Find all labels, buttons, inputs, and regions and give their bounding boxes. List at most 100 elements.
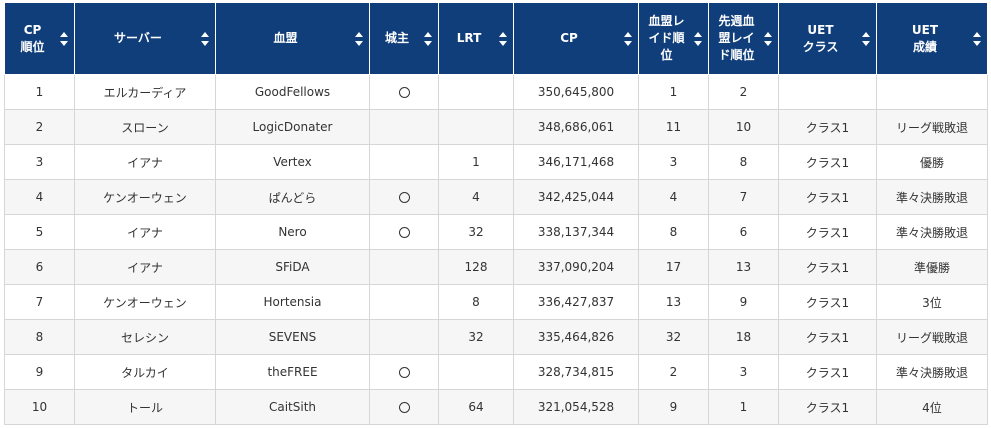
cell-castle-lord xyxy=(369,389,439,425)
cell-cp: 337,090,204 xyxy=(513,249,639,285)
cell-last-week-raid-rank: 13 xyxy=(708,249,779,285)
cell-uet-class: クラス1 xyxy=(778,249,877,285)
cell-server: セレシン xyxy=(74,319,216,355)
cell-last-week-raid-rank: 3 xyxy=(708,354,779,390)
cell-uet-class: クラス1 xyxy=(778,389,877,425)
cell-guild: theFREE xyxy=(215,354,370,390)
sort-arrows-icon[interactable] xyxy=(764,31,772,46)
cell-uet-result: リーグ戦敗退 xyxy=(876,109,988,145)
sort-arrows-icon[interactable] xyxy=(694,31,702,46)
cell-uet-class: クラス1 xyxy=(778,354,877,390)
cell-last-week-raid-rank: 10 xyxy=(708,109,779,145)
cell-last-week-raid-rank: 18 xyxy=(708,319,779,355)
cell-last-week-raid-rank: 9 xyxy=(708,284,779,320)
cell-uet-result: 準優勝 xyxy=(876,249,988,285)
sort-arrows-icon[interactable] xyxy=(499,31,507,46)
sort-arrows-icon[interactable] xyxy=(973,31,981,46)
castle-lord-circle-icon xyxy=(398,402,410,413)
cell-uet-class: クラス1 xyxy=(778,179,877,215)
cell-server: スローン xyxy=(74,109,216,145)
column-header-rank[interactable]: CP 順位 xyxy=(4,2,75,75)
column-header-server[interactable]: サーバー xyxy=(74,2,216,75)
cell-castle-lord xyxy=(369,354,439,390)
cell-lrt: 32 xyxy=(438,214,514,250)
sort-arrows-icon[interactable] xyxy=(60,31,68,46)
cell-guild-raid-rank: 1 xyxy=(638,74,709,110)
column-header-guild-raid-rank[interactable]: 血盟レ イド順位 xyxy=(638,2,709,75)
cell-uet-class xyxy=(778,74,877,110)
column-header-castle-lord[interactable]: 城主 xyxy=(369,2,439,75)
sort-arrows-icon[interactable] xyxy=(624,31,632,46)
column-header-uet-result[interactable]: UET 成績 xyxy=(876,2,988,75)
cell-cp: 342,425,044 xyxy=(513,179,639,215)
cell-rank: 10 xyxy=(4,389,75,425)
cell-cp: 321,054,528 xyxy=(513,389,639,425)
cell-lrt xyxy=(438,354,514,390)
sort-arrows-icon[interactable] xyxy=(862,31,870,46)
cell-lrt: 64 xyxy=(438,389,514,425)
ranking-table-container: CP 順位 サーバー 血盟 城主 LRT CP 血盟レ イド順位先週血 盟レイ ド順位 UET クラス U… xyxy=(4,2,988,425)
column-header-label: CP xyxy=(560,31,578,45)
cell-server: ケンオーウェン xyxy=(74,284,216,320)
cell-guild-raid-rank: 8 xyxy=(638,214,709,250)
cell-lrt: 128 xyxy=(438,249,514,285)
cell-castle-lord xyxy=(369,109,439,145)
cell-guild: LogicDonater xyxy=(215,109,370,145)
column-header-lrt[interactable]: LRT xyxy=(438,2,514,75)
column-header-last-week-raid-rank[interactable]: 先週血 盟レイ ド順位 xyxy=(708,2,779,75)
cell-castle-lord xyxy=(369,284,439,320)
table-row: 2 スローン LogicDonater 348,686,061 11 10 クラス1 リーグ戦… xyxy=(4,109,988,145)
cell-guild: Hortensia xyxy=(215,284,370,320)
cell-uet-class: クラス1 xyxy=(778,144,877,180)
table-row: 4 ケンオーウェン ぱんどら 4 342,425,044 4 7 クラス1 準々決勝敗退 xyxy=(4,179,988,215)
cell-rank: 1 xyxy=(4,74,75,110)
cell-lrt: 4 xyxy=(438,179,514,215)
column-header-label: UET 成績 xyxy=(911,22,939,54)
column-header-uet-class[interactable]: UET クラス xyxy=(778,2,877,75)
table-row: 10 トール CaitSith 64 321,054,528 9 1 クラス1 4位 xyxy=(4,389,988,425)
cell-castle-lord xyxy=(369,214,439,250)
cell-last-week-raid-rank: 8 xyxy=(708,144,779,180)
cell-guild: CaitSith xyxy=(215,389,370,425)
cell-lrt: 32 xyxy=(438,319,514,355)
table-row: 6 イアナ SFiDA 128 337,090,204 17 13 クラス1 準優勝 xyxy=(4,249,988,285)
column-header-label: CP 順位 xyxy=(20,22,45,54)
cell-rank: 6 xyxy=(4,249,75,285)
castle-lord-circle-icon xyxy=(398,367,410,378)
table-header-row: CP 順位 サーバー 血盟 城主 LRT CP 血盟レ イド順位先週血 盟レイ ド順位 UET クラス U… xyxy=(4,2,988,75)
cell-lrt: 1 xyxy=(438,144,514,180)
cell-uet-class: クラス1 xyxy=(778,109,877,145)
cell-server: イアナ xyxy=(74,249,216,285)
cell-guild: Vertex xyxy=(215,144,370,180)
column-header-guild[interactable]: 血盟 xyxy=(215,2,370,75)
sort-arrows-icon[interactable] xyxy=(424,31,432,46)
sort-arrows-icon[interactable] xyxy=(355,31,363,46)
table-row: 7 ケンオーウェン Hortensia 8 336,427,837 13 9 クラス1 3位 xyxy=(4,284,988,320)
column-header-cp[interactable]: CP xyxy=(513,2,639,75)
cell-cp: 338,137,344 xyxy=(513,214,639,250)
ranking-table: CP 順位 サーバー 血盟 城主 LRT CP 血盟レ イド順位先週血 盟レイ ド順位 UET クラス U… xyxy=(4,2,988,425)
cell-uet-class: クラス1 xyxy=(778,284,877,320)
cell-castle-lord xyxy=(369,144,439,180)
cell-server: ケンオーウェン xyxy=(74,179,216,215)
cell-uet-class: クラス1 xyxy=(778,214,877,250)
cell-cp: 350,645,800 xyxy=(513,74,639,110)
cell-guild-raid-rank: 4 xyxy=(638,179,709,215)
cell-castle-lord xyxy=(369,319,439,355)
castle-lord-circle-icon xyxy=(398,227,410,238)
cell-guild-raid-rank: 2 xyxy=(638,354,709,390)
column-header-label: 先週血 盟レイ ド順位 xyxy=(718,14,755,62)
cell-last-week-raid-rank: 1 xyxy=(708,389,779,425)
cell-server: タルカイ xyxy=(74,354,216,390)
castle-lord-circle-icon xyxy=(398,87,410,98)
cell-cp: 336,427,837 xyxy=(513,284,639,320)
cell-guild-raid-rank: 3 xyxy=(638,144,709,180)
column-header-label: サーバー xyxy=(114,31,162,45)
cell-guild-raid-rank: 17 xyxy=(638,249,709,285)
table-row: 8 セレシン SEVENS 32 335,464,826 32 18 クラス1 リーグ戦敗退 xyxy=(4,319,988,355)
cell-cp: 346,171,468 xyxy=(513,144,639,180)
cell-castle-lord xyxy=(369,179,439,215)
cell-server: エルカーディア xyxy=(74,74,216,110)
cell-castle-lord xyxy=(369,74,439,110)
sort-arrows-icon[interactable] xyxy=(201,31,209,46)
